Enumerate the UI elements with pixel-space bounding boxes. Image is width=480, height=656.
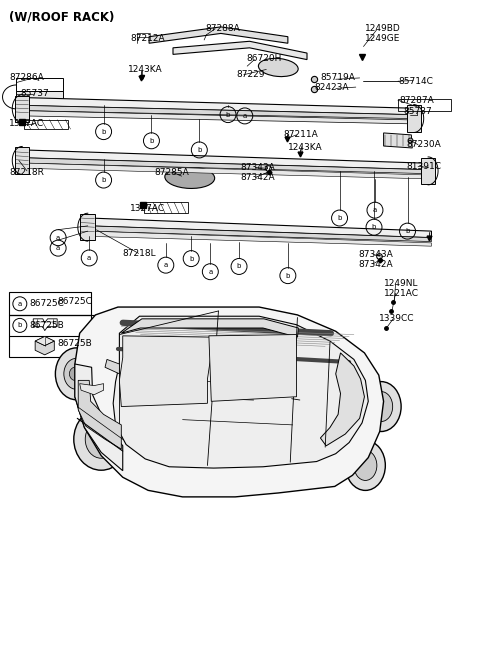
Polygon shape xyxy=(24,106,408,119)
Polygon shape xyxy=(149,27,288,43)
Polygon shape xyxy=(75,364,123,471)
Text: 1249NL: 1249NL xyxy=(384,279,418,288)
Text: (W/ROOF RACK): (W/ROOF RACK) xyxy=(9,10,115,24)
Polygon shape xyxy=(321,353,364,446)
Polygon shape xyxy=(407,106,421,132)
Text: 1243KA: 1243KA xyxy=(128,65,162,74)
Text: 87218L: 87218L xyxy=(123,249,156,258)
Ellipse shape xyxy=(74,408,129,470)
Text: 1327AC: 1327AC xyxy=(130,204,165,213)
Text: 87342A: 87342A xyxy=(240,173,275,182)
Ellipse shape xyxy=(55,348,97,400)
Polygon shape xyxy=(75,307,384,497)
Polygon shape xyxy=(120,336,214,407)
Text: 87230A: 87230A xyxy=(407,140,441,149)
Text: a: a xyxy=(56,235,60,241)
Circle shape xyxy=(93,431,109,447)
Polygon shape xyxy=(89,218,432,237)
Text: 85714C: 85714C xyxy=(398,77,433,86)
Ellipse shape xyxy=(361,382,401,432)
Text: 1221AC: 1221AC xyxy=(384,289,419,298)
Text: b: b xyxy=(197,147,202,153)
Text: a: a xyxy=(243,113,247,119)
Text: 87343A: 87343A xyxy=(240,163,275,172)
Text: 1249GE: 1249GE xyxy=(365,33,401,43)
Text: b: b xyxy=(18,322,22,329)
Polygon shape xyxy=(35,337,54,355)
Text: 85719A: 85719A xyxy=(321,73,355,83)
Text: 1327AC: 1327AC xyxy=(9,119,45,129)
Text: b: b xyxy=(149,138,154,144)
Text: 82423A: 82423A xyxy=(314,83,348,92)
Polygon shape xyxy=(421,158,435,184)
Polygon shape xyxy=(16,91,63,103)
Text: 87287A: 87287A xyxy=(399,96,433,106)
Bar xyxy=(9,315,91,358)
Text: 87343A: 87343A xyxy=(359,250,394,259)
Polygon shape xyxy=(24,163,422,178)
Text: 1249BD: 1249BD xyxy=(365,24,401,33)
Text: a: a xyxy=(87,255,91,261)
Polygon shape xyxy=(24,150,422,170)
Text: b: b xyxy=(189,256,193,262)
Text: b: b xyxy=(226,112,230,117)
Text: b: b xyxy=(286,273,290,279)
Ellipse shape xyxy=(64,358,89,389)
Text: a: a xyxy=(164,262,168,268)
Text: b: b xyxy=(337,215,342,221)
Circle shape xyxy=(69,367,84,380)
Text: b: b xyxy=(101,129,106,134)
Text: b: b xyxy=(237,264,241,270)
Text: a: a xyxy=(56,245,60,251)
Ellipse shape xyxy=(354,451,377,480)
Polygon shape xyxy=(15,96,29,122)
Ellipse shape xyxy=(370,392,393,422)
Polygon shape xyxy=(24,111,408,124)
Text: 87285A: 87285A xyxy=(155,168,190,176)
Ellipse shape xyxy=(85,420,117,459)
Text: 87229: 87229 xyxy=(236,70,264,79)
Text: a: a xyxy=(18,301,22,307)
Bar xyxy=(9,292,91,315)
Ellipse shape xyxy=(346,441,385,491)
Text: 87342A: 87342A xyxy=(359,260,393,269)
Polygon shape xyxy=(80,384,104,395)
Text: 86725C: 86725C xyxy=(57,297,92,306)
Text: 87218R: 87218R xyxy=(9,168,44,176)
Polygon shape xyxy=(121,319,299,337)
Text: 87288A: 87288A xyxy=(205,24,240,33)
Text: 81391C: 81391C xyxy=(407,162,442,171)
Polygon shape xyxy=(89,226,432,241)
Polygon shape xyxy=(78,380,121,449)
Ellipse shape xyxy=(258,58,298,77)
Text: 86725B: 86725B xyxy=(57,338,92,348)
Text: 87212A: 87212A xyxy=(130,34,165,43)
Text: 1243KA: 1243KA xyxy=(288,143,323,152)
Text: 85737: 85737 xyxy=(21,89,49,98)
Text: 86720H: 86720H xyxy=(247,54,282,63)
Ellipse shape xyxy=(165,167,215,188)
Text: b: b xyxy=(101,177,106,183)
Text: b: b xyxy=(372,224,376,230)
Text: 86725C: 86725C xyxy=(29,299,64,308)
Polygon shape xyxy=(384,133,412,148)
Text: 87211A: 87211A xyxy=(283,131,318,139)
Text: b: b xyxy=(405,228,410,234)
Text: 1339CC: 1339CC xyxy=(379,314,414,323)
Text: 87286A: 87286A xyxy=(9,73,44,83)
Polygon shape xyxy=(15,148,29,173)
Text: 85737: 85737 xyxy=(404,108,432,117)
Text: a: a xyxy=(373,207,377,213)
Text: 86725B: 86725B xyxy=(29,321,64,330)
Text: a: a xyxy=(208,269,213,275)
Polygon shape xyxy=(113,316,368,468)
Polygon shape xyxy=(80,214,96,240)
Polygon shape xyxy=(173,41,307,60)
Polygon shape xyxy=(89,231,432,246)
Polygon shape xyxy=(24,158,422,173)
Polygon shape xyxy=(209,335,297,401)
Polygon shape xyxy=(24,98,408,115)
Polygon shape xyxy=(105,359,120,374)
Polygon shape xyxy=(35,337,54,346)
